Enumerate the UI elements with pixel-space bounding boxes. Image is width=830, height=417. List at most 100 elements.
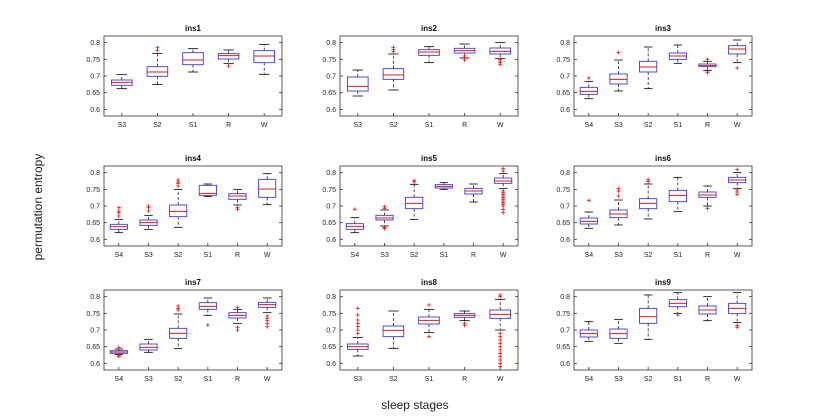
plot-title: ins1 bbox=[185, 24, 202, 33]
x-tick-label: S1 bbox=[204, 376, 213, 383]
y-tick-label: 0.7 bbox=[560, 204, 570, 211]
plot-title: ins6 bbox=[655, 154, 672, 163]
y-tick-label: 0.8 bbox=[560, 40, 570, 47]
y-tick-label: 0.7 bbox=[326, 74, 336, 81]
y-tick-label: 0.65 bbox=[322, 90, 336, 97]
box bbox=[639, 307, 658, 324]
plot-frame bbox=[573, 165, 753, 247]
outlier-point bbox=[616, 194, 621, 198]
x-tick-label: R bbox=[705, 376, 710, 383]
outlier-point bbox=[391, 45, 396, 50]
x-tick-label: S1 bbox=[674, 252, 683, 259]
y-tick-label: 0.75 bbox=[556, 57, 570, 64]
outlier-point bbox=[498, 293, 503, 297]
x-tick-label: S3 bbox=[354, 122, 363, 129]
y-tick-label: 0.8 bbox=[560, 294, 570, 301]
outlier-point bbox=[355, 318, 360, 322]
outlier-point bbox=[355, 306, 360, 311]
outlier-point bbox=[586, 198, 591, 203]
outlier-point bbox=[735, 66, 740, 70]
outlier-point bbox=[705, 206, 710, 211]
x-tick-label: R bbox=[705, 122, 710, 129]
outlier-point bbox=[735, 323, 740, 328]
box bbox=[258, 178, 277, 198]
x-tick-label: R bbox=[235, 252, 240, 259]
plot-title: ins5 bbox=[421, 154, 438, 163]
x-tick-label: R bbox=[471, 252, 476, 259]
outlier-point bbox=[501, 166, 506, 171]
x-tick-label: S2 bbox=[389, 122, 398, 129]
plot-frame bbox=[103, 289, 283, 371]
box bbox=[728, 45, 747, 55]
y-tick-label: 0.8 bbox=[560, 170, 570, 177]
y-tick-label: 0.6 bbox=[560, 361, 570, 368]
y-tick-label: 0.6 bbox=[90, 107, 100, 114]
outlier-point bbox=[498, 344, 503, 349]
outlier-point bbox=[146, 204, 151, 208]
x-tick-label: S2 bbox=[644, 122, 653, 129]
x-tick-label: S1 bbox=[425, 122, 434, 129]
y-tick-label: 0.75 bbox=[86, 57, 100, 64]
x-tick-label: S1 bbox=[674, 376, 683, 383]
x-tick-label: S3 bbox=[614, 252, 623, 259]
outlier-point bbox=[155, 45, 160, 50]
x-tick-label: W bbox=[734, 376, 741, 383]
x-tick-label: S1 bbox=[204, 252, 213, 259]
global-x-axis-label: sleep stages bbox=[381, 398, 449, 412]
plot-title: ins7 bbox=[185, 278, 202, 287]
box bbox=[382, 325, 405, 338]
x-tick-label: S3 bbox=[614, 122, 623, 129]
outlier-point bbox=[176, 304, 181, 308]
y-tick-label: 0.75 bbox=[86, 187, 100, 194]
outlier-point bbox=[176, 178, 181, 182]
outlier-point bbox=[616, 186, 621, 191]
x-tick-label: S4 bbox=[115, 376, 124, 383]
box bbox=[198, 184, 217, 196]
y-tick-label: 0.65 bbox=[322, 344, 336, 351]
y-tick-label: 0.65 bbox=[86, 220, 100, 227]
outlier-point bbox=[498, 354, 503, 359]
y-tick-label: 0.75 bbox=[322, 311, 336, 318]
outlier-point bbox=[226, 64, 231, 68]
x-tick-label: S3 bbox=[380, 252, 389, 259]
x-tick-label: S3 bbox=[614, 376, 623, 383]
x-tick-label: S2 bbox=[153, 122, 162, 129]
y-tick-label: 0.8 bbox=[90, 170, 100, 177]
y-tick-label: 0.6 bbox=[90, 237, 100, 244]
y-tick-label: 0.65 bbox=[556, 90, 570, 97]
y-tick-label: 0.75 bbox=[86, 311, 100, 318]
x-tick-label: S2 bbox=[174, 376, 183, 383]
y-tick-label: 0.6 bbox=[560, 237, 570, 244]
box bbox=[347, 76, 369, 92]
y-tick-label: 0.6 bbox=[326, 361, 336, 368]
plot-frame bbox=[339, 165, 519, 247]
outlier-point bbox=[427, 303, 431, 307]
y-tick-label: 0.7 bbox=[560, 74, 570, 81]
x-tick-label: S2 bbox=[644, 252, 653, 259]
outlier-point bbox=[501, 210, 506, 215]
plot-title: ins3 bbox=[655, 24, 672, 33]
x-tick-label: S1 bbox=[189, 122, 198, 129]
outlier-point bbox=[352, 207, 357, 212]
outlier-point bbox=[265, 314, 270, 318]
plot-frame bbox=[103, 165, 283, 247]
outlier-point bbox=[382, 225, 387, 230]
x-tick-label: S4 bbox=[115, 252, 124, 259]
outlier-point bbox=[705, 69, 710, 73]
x-tick-label: S4 bbox=[585, 376, 594, 383]
y-tick-label: 0.65 bbox=[322, 220, 336, 227]
y-tick-label: 0.8 bbox=[90, 294, 100, 301]
outlier-point bbox=[235, 325, 240, 330]
y-tick-label: 0.65 bbox=[556, 220, 570, 227]
x-tick-label: W bbox=[264, 376, 271, 383]
plot-title: ins4 bbox=[185, 154, 202, 163]
y-tick-label: 0.6 bbox=[326, 237, 336, 244]
outlier-point bbox=[116, 345, 121, 350]
y-tick-label: 0.6 bbox=[560, 107, 570, 114]
y-tick-label: 0.8 bbox=[326, 40, 336, 47]
y-tick-label: 0.7 bbox=[560, 328, 570, 335]
x-tick-label: R bbox=[462, 376, 467, 383]
plot-title: ins8 bbox=[421, 278, 438, 287]
outlier-point bbox=[705, 57, 710, 62]
